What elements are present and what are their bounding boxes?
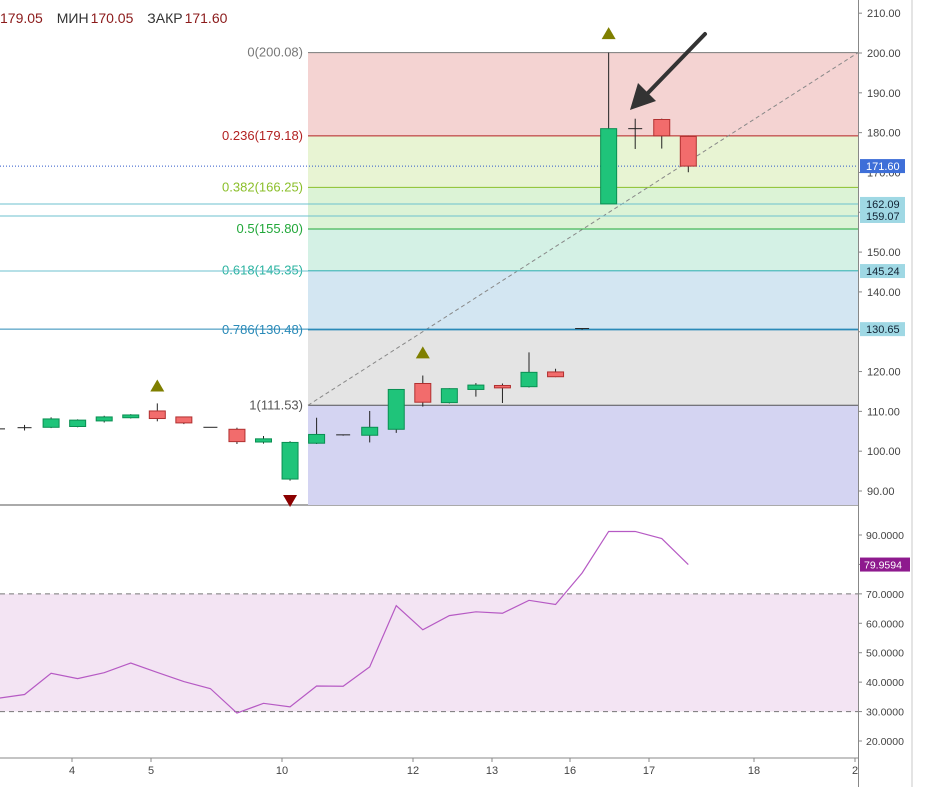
time-tick-label-1: 5 (148, 765, 154, 777)
time-tick-label-0: 4 (69, 765, 75, 777)
rsi-tick-label-0: 90.0000 (866, 530, 904, 542)
fib-zone-1 (308, 135, 858, 188)
candle-body-19 (493, 384, 511, 389)
time-tick-label-4: 13 (486, 765, 498, 777)
price-badge-bg-1 (860, 196, 905, 211)
time-tick-label-6: 17 (643, 765, 655, 777)
rsi-last-value-bg (860, 557, 910, 572)
price-badge-1: 162.09 (866, 199, 900, 211)
candle-body-14 (361, 426, 379, 436)
price-badge-bg-4 (860, 322, 905, 337)
price-badge-3: 145.24 (866, 266, 900, 278)
candle-body-26 (679, 135, 697, 167)
fractal-down-marker-1 (283, 494, 298, 507)
fib-label-6: 1(111.53) (249, 397, 303, 412)
time-tick-label-8: 2 (852, 765, 858, 777)
candle-body-17 (440, 388, 458, 404)
annotation-arrow-head (630, 83, 656, 110)
price-badge-2: 159.07 (866, 211, 900, 223)
price-badge-4: 130.65 (866, 324, 900, 336)
ohlc-header: 179.05 МИН 170.05 ЗАКР 171.60 (0, 10, 227, 26)
fib-zone-0 (308, 52, 858, 136)
candle-body-9 (228, 428, 246, 443)
price-tick-label-11: 100.00 (867, 446, 901, 458)
fib-zone-3 (308, 228, 858, 271)
close-value: 171.60 (184, 10, 228, 26)
rsi-tick-label-5: 40.0000 (866, 677, 904, 689)
price-badge-0: 171.60 (866, 161, 900, 173)
price-tick-label-7: 140.00 (867, 287, 901, 299)
fib-zone-2 (308, 187, 858, 229)
price-tick-label-6: 150.00 (867, 247, 901, 259)
close-label: ЗАКР (147, 10, 183, 26)
price-tick-label-3: 180.00 (867, 128, 901, 140)
price-tick-label-2: 190.00 (867, 88, 901, 100)
price-tick-label-0: 210.00 (867, 8, 901, 20)
fib-zone-4 (308, 270, 858, 330)
fractal-up-marker-3 (601, 27, 616, 40)
candle-body-23 (600, 128, 618, 205)
rsi-tick-label-4: 50.0000 (866, 648, 904, 660)
candle-body-16 (414, 382, 432, 403)
rsi-tick-label-7: 20.0000 (866, 736, 904, 748)
candle-body-4 (95, 416, 113, 422)
rsi-line (0, 530, 689, 714)
time-tick-label-2: 10 (276, 765, 288, 777)
price-badge-bg-2 (860, 208, 905, 223)
rsi-band-fill (0, 593, 858, 712)
candle-body-6 (148, 410, 166, 420)
fractal-up-marker-0 (150, 379, 165, 392)
price-tick-label-9: 120.00 (867, 367, 901, 379)
fib-label-0: 0(200.08) (247, 45, 303, 60)
time-tick-label-5: 16 (564, 765, 576, 777)
candle-body-5 (122, 414, 140, 419)
fib-label-3: 0.5(155.80) (237, 221, 304, 236)
low-value: 170.05 (90, 10, 134, 26)
annotation-arrow-shaft (643, 32, 707, 98)
fib-label-2: 0.382(166.25) (222, 179, 303, 194)
candle-body-12 (308, 433, 326, 444)
candle-body-20 (520, 371, 538, 388)
price-badge-bg-0 (860, 159, 905, 174)
candle-body-2 (42, 418, 60, 428)
time-tick-label-3: 12 (407, 765, 419, 777)
price-tick-label-1: 200.00 (867, 48, 901, 60)
candle-body-7 (175, 416, 193, 424)
candle-body-3 (69, 419, 87, 427)
candle-body-25 (653, 118, 671, 137)
rsi-tick-label-2: 70.0000 (866, 589, 904, 601)
rsi-tick-label-3: 60.0000 (866, 618, 904, 630)
low-label: МИН (56, 10, 89, 26)
fib-label-4: 0.618(145.35) (222, 263, 303, 278)
fractal-up-marker-2 (415, 346, 430, 359)
price-tick-label-10: 110.00 (867, 406, 900, 418)
fib-label-1: 0.236(179.18) (222, 128, 303, 143)
price-badge-bg-3 (860, 264, 905, 279)
price-tick-label-12: 90.00 (867, 486, 895, 498)
time-tick-label-7: 18 (748, 765, 760, 777)
candle-body-21 (547, 371, 565, 378)
rsi-tick-label-6: 30.0000 (866, 707, 904, 719)
open-value: 179.05 (0, 10, 43, 26)
fib-trendline (307, 52, 859, 406)
candle-body-15 (387, 388, 405, 430)
rsi-last-value: 79.9594 (864, 560, 902, 572)
candle-body-10 (255, 438, 272, 443)
candle-body-18 (467, 384, 485, 390)
candle-body-11 (281, 441, 299, 480)
